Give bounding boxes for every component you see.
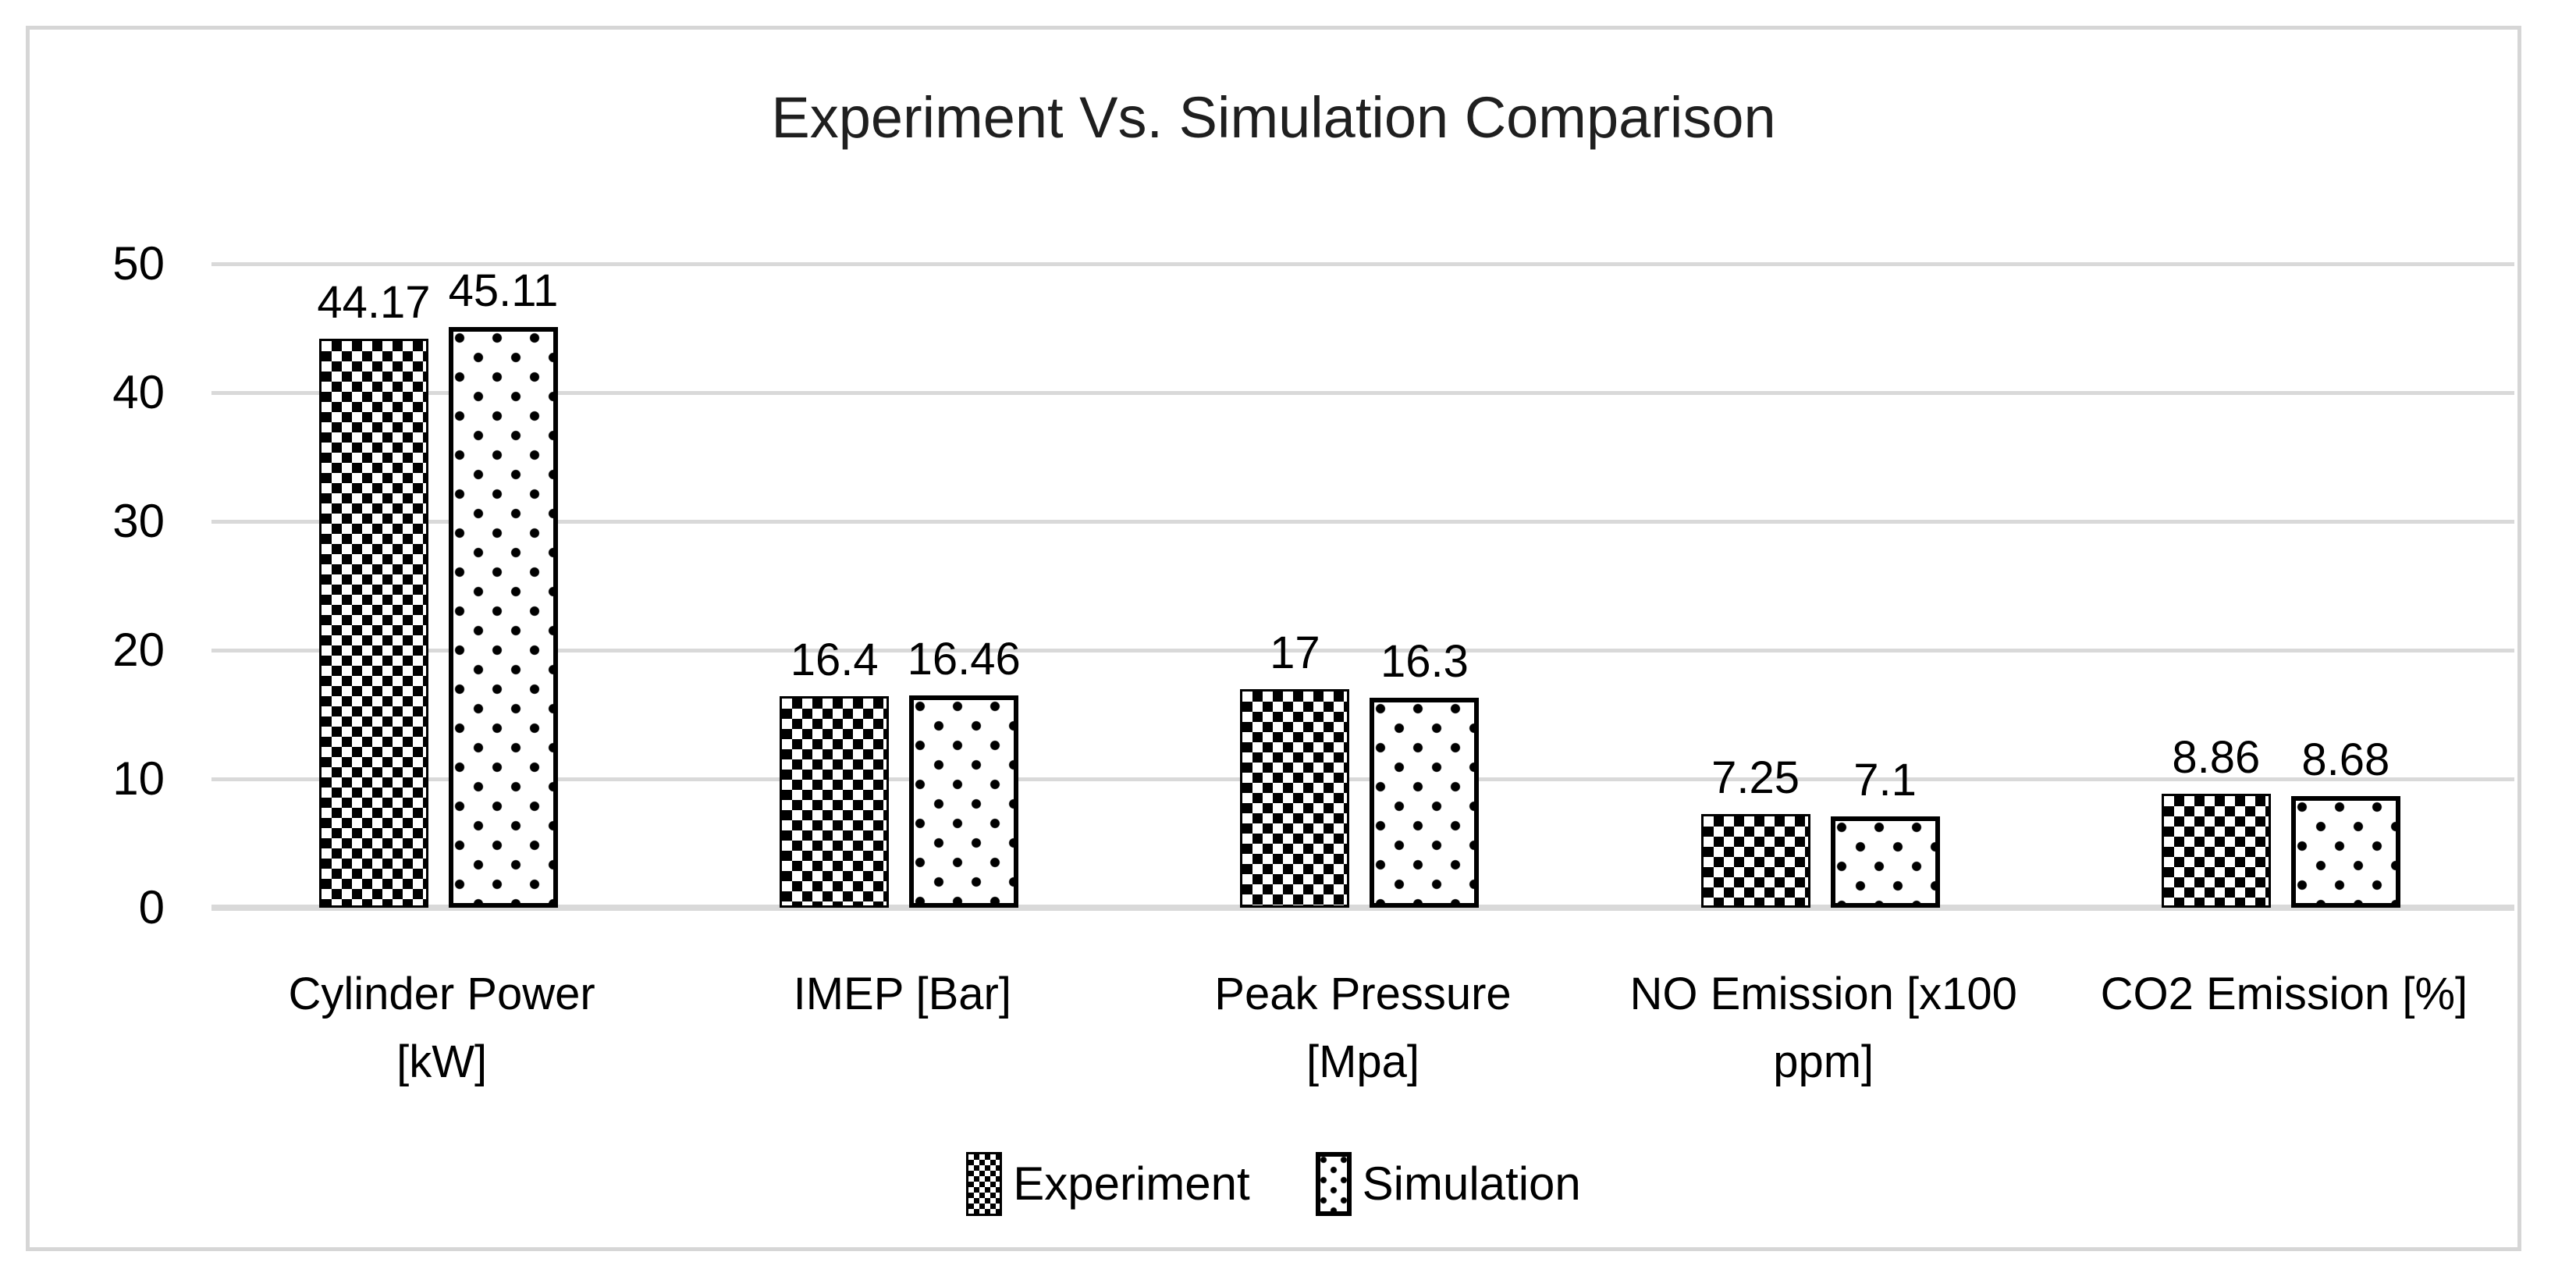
legend-item-simulation: Simulation	[1315, 1152, 1581, 1216]
category-label: Peak Pressure [Mpa]	[1214, 969, 1512, 1087]
chart-frame: Experiment Vs. Simulation Comparison 0 10…	[26, 26, 2521, 1251]
bar-experiment	[319, 339, 428, 908]
bar-value-label: 16.46	[907, 634, 1021, 685]
bar-simulation	[2290, 795, 2400, 908]
bar-value-label: 7.25	[1711, 752, 1800, 804]
bar-simulation	[909, 695, 1019, 908]
bar-value-label: 17	[1270, 627, 1320, 678]
legend-key-experiment-icon	[966, 1152, 1003, 1216]
legend-label: Experiment	[1013, 1157, 1250, 1210]
chart-title: Experiment Vs. Simulation Comparison	[771, 85, 1776, 150]
bar-simulation	[1830, 816, 1940, 908]
gridline	[211, 777, 2514, 781]
bar-experiment	[1700, 814, 1810, 908]
gridline	[211, 261, 2514, 266]
bar-value-label: 8.68	[2301, 734, 2390, 785]
y-tick-label: 20	[112, 624, 165, 676]
bar-value-label: 44.17	[317, 277, 431, 329]
bar-value-label: 16.4	[790, 635, 879, 686]
bar-experiment	[780, 696, 890, 908]
category-label: IMEP [Bar]	[793, 969, 1011, 1019]
y-tick-label: 40	[112, 366, 165, 418]
y-tick-label: 30	[112, 495, 165, 547]
legend-key-simulation-icon	[1315, 1152, 1352, 1216]
category-label: CO2 Emission [%]	[2100, 969, 2468, 1019]
category-label: NO Emission [x100 ppm]	[1629, 969, 2017, 1087]
y-tick-label: 10	[112, 752, 165, 805]
gridline	[211, 390, 2514, 395]
plot-area: 44.17 16.4 17 7.25 8.86 45.11 16.46 16.3 7.1 8.68	[211, 261, 2514, 911]
bar-value-label: 7.1	[1853, 754, 1917, 805]
axis-baseline	[211, 905, 2514, 911]
category-label: Cylinder Power [kW]	[288, 969, 595, 1087]
x-axis-category-labels: Cylinder Power [kW] IMEP [Bar] Peak Pressu…	[211, 960, 2514, 1124]
legend-label: Simulation	[1362, 1157, 1581, 1210]
bar-experiment	[2161, 793, 2271, 908]
bar-value-label: 8.86	[2172, 731, 2261, 783]
bar-simulation	[449, 326, 558, 908]
gridline	[211, 519, 2514, 524]
y-tick-label: 0	[138, 881, 165, 933]
bar-experiment	[1240, 688, 1350, 908]
legend: Experiment Simulation	[30, 1152, 2517, 1216]
gridline	[211, 648, 2514, 652]
y-axis: 0 10 20 30 40 50	[55, 237, 165, 933]
legend-item-experiment: Experiment	[966, 1152, 1250, 1216]
bar-value-label: 45.11	[448, 265, 559, 316]
bar-simulation	[1370, 698, 1480, 908]
bar-value-label: 16.3	[1380, 636, 1469, 688]
y-tick-label: 50	[112, 237, 165, 290]
